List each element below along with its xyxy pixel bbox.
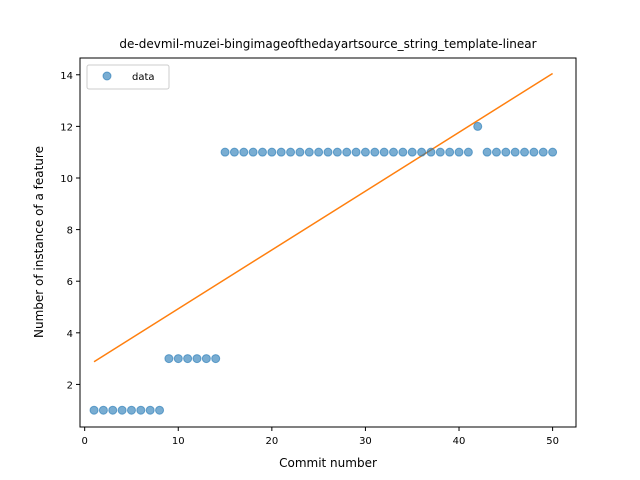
x-tick-label: 10 (172, 436, 185, 447)
data-point (407, 147, 417, 157)
data-point (267, 147, 277, 157)
data-point (538, 147, 548, 157)
data-points (89, 121, 558, 415)
data-point (314, 147, 324, 157)
data-point (389, 147, 399, 157)
data-point (379, 147, 389, 157)
y-axis: 2 4 6 8 10 12 14 (60, 71, 80, 391)
data-point (155, 405, 165, 415)
x-tick-label: 40 (453, 436, 466, 447)
y-tick-label: 10 (60, 174, 73, 185)
data-point (220, 147, 230, 157)
data-point (463, 147, 473, 157)
data-point (117, 405, 127, 415)
y-tick-label: 14 (60, 71, 73, 82)
y-tick-label: 4 (67, 329, 73, 340)
data-point (491, 147, 501, 157)
data-point (426, 147, 436, 157)
data-point (360, 147, 370, 157)
data-point (398, 147, 408, 157)
fit-line-path (93, 72, 554, 363)
y-tick-label: 2 (67, 380, 73, 391)
data-point (201, 354, 211, 364)
data-point (276, 147, 286, 157)
plot-frame (79, 57, 577, 428)
data-point (211, 354, 221, 364)
data-point (248, 147, 258, 157)
data-point (342, 147, 352, 157)
legend-box (86, 64, 170, 90)
y-tick-label: 8 (67, 226, 73, 237)
data-point (108, 405, 118, 415)
x-tick-label: 50 (546, 436, 559, 447)
y-tick-label: 6 (67, 277, 73, 288)
data-point (183, 354, 193, 364)
data-point (351, 147, 361, 157)
data-point (482, 147, 492, 157)
data-point (501, 147, 511, 157)
legend-label-data: data (132, 72, 155, 83)
legend: data (86, 64, 170, 90)
y-axis-label: Number of instance of a feature (32, 146, 46, 338)
data-point (98, 405, 108, 415)
data-point (529, 147, 539, 157)
data-point (473, 121, 483, 131)
y-tick-label: 12 (60, 122, 73, 133)
data-point (370, 147, 380, 157)
data-point (445, 147, 455, 157)
data-point (136, 405, 146, 415)
data-point (520, 147, 530, 157)
fit-line (93, 72, 554, 363)
x-axis: 0 10 20 30 40 50 (81, 427, 559, 447)
x-tick-label: 20 (265, 436, 278, 447)
plot-area (80, 58, 576, 427)
data-point (164, 354, 174, 364)
x-axis-label: Commit number (279, 456, 377, 470)
data-point (323, 147, 333, 157)
x-tick-label: 30 (359, 436, 372, 447)
data-point (126, 405, 136, 415)
legend-marker-data (102, 71, 112, 81)
chart-title: de-devmil-muzei-bingimageofthedayartsour… (119, 37, 536, 51)
data-point (286, 147, 296, 157)
data-point (295, 147, 305, 157)
data-point (332, 147, 342, 157)
data-point (257, 147, 267, 157)
data-point (192, 354, 202, 364)
data-point (510, 147, 520, 157)
data-point (548, 147, 558, 157)
data-point (304, 147, 314, 157)
data-point (89, 405, 99, 415)
x-tick-label: 0 (81, 436, 87, 447)
data-point (435, 147, 445, 157)
data-point (145, 405, 155, 415)
data-point (417, 147, 427, 157)
data-point (239, 147, 249, 157)
data-point (229, 147, 239, 157)
data-point (454, 147, 464, 157)
data-point (173, 354, 183, 364)
